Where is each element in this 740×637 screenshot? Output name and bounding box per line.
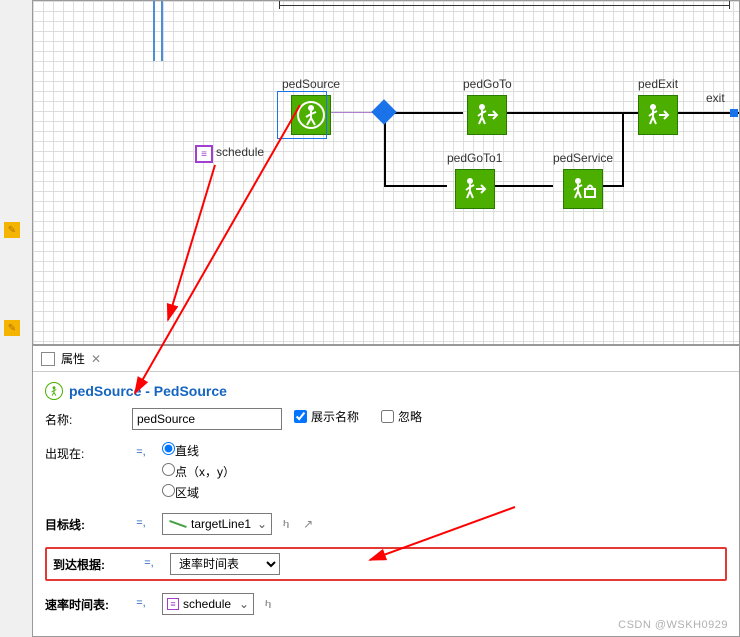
top-line — [279, 5, 729, 6]
connector — [384, 185, 447, 187]
eq-button[interactable]: =, — [132, 593, 150, 613]
close-tab-icon[interactable]: ✕ — [91, 352, 101, 366]
radio-appear-area[interactable] — [162, 484, 175, 497]
connector — [622, 113, 624, 187]
pedservice-icon — [563, 169, 603, 209]
pedsource-title-icon — [45, 382, 63, 400]
node-pedgoto1[interactable]: pedGoTo1 — [447, 151, 502, 209]
node-pedexit[interactable]: pedExit — [638, 77, 678, 135]
pedgoto-icon — [467, 95, 507, 135]
connector — [503, 112, 638, 114]
eq-button[interactable]: =, — [132, 442, 150, 462]
row-rate: 速率时间表: =, ≡ schedule ⌄ ካ — [45, 593, 727, 615]
label-ignore: 忽略 — [398, 408, 422, 425]
properties-tab-label[interactable]: 属性 — [61, 350, 85, 367]
pedsource-icon — [291, 95, 331, 135]
pick-icon[interactable]: ካ — [278, 516, 294, 532]
node-pedsource[interactable]: pedSource — [282, 77, 340, 135]
eq-button[interactable]: =, — [132, 513, 150, 533]
row-appear: 出现在: =, 直线 点（x，y） 区域 — [45, 442, 727, 501]
select-target-text: targetLine1 — [191, 517, 251, 531]
properties-title-row: pedSource - PedSource — [33, 372, 739, 408]
node-label: pedExit — [638, 77, 678, 91]
properties-title: pedSource - PedSource — [69, 383, 227, 399]
guide-line — [153, 1, 155, 61]
node-label: pedGoTo — [463, 77, 512, 91]
label-appear: 出现在: — [45, 442, 120, 462]
schedule-mini-icon: ≡ — [167, 598, 179, 610]
guide-line — [161, 1, 163, 61]
radio-appear-point[interactable] — [162, 463, 175, 476]
checkbox-show-name[interactable] — [294, 410, 307, 423]
radio-label-area: 区域 — [175, 486, 199, 500]
node-label: pedSource — [282, 77, 340, 91]
label-arrival: 到达根据: — [53, 553, 128, 573]
connector — [384, 121, 386, 186]
pick-icon[interactable]: ካ — [260, 596, 276, 612]
line-icon — [169, 520, 187, 528]
exit-port — [730, 109, 738, 117]
schedule-label: schedule — [216, 145, 264, 159]
pedgoto1-icon — [455, 169, 495, 209]
pedexit-icon — [638, 95, 678, 135]
top-tick — [279, 1, 280, 9]
label-name: 名称: — [45, 408, 120, 428]
properties-tab-icon — [41, 352, 55, 366]
label-target: 目标线: — [45, 513, 120, 533]
select-arrival[interactable]: 速率时间表 — [170, 553, 280, 575]
radio-appear-line[interactable] — [162, 442, 175, 455]
properties-panel: 属性 ✕ pedSource - PedSource 名称: 展示名称 忽略 出… — [32, 345, 740, 637]
toolbar-icon-2[interactable]: ✎ — [4, 320, 20, 336]
highlight-arrival: 到达根据: =, 速率时间表 — [45, 547, 727, 581]
node-label: pedGoTo1 — [447, 151, 502, 165]
radio-label-point: 点（x，y） — [175, 465, 235, 479]
dropdown-chevron-icon[interactable]: ⌄ — [253, 517, 267, 531]
connector — [391, 112, 463, 114]
node-pedservice[interactable]: pedService — [553, 151, 613, 209]
toolbar-icon-1[interactable]: ✎ — [4, 222, 20, 238]
schedule-icon[interactable]: ≡ — [195, 145, 213, 163]
goto-icon[interactable]: ↗ — [300, 516, 316, 532]
checkbox-ignore[interactable] — [381, 410, 394, 423]
radio-label-line: 直线 — [175, 444, 199, 458]
row-target: 目标线: =, targetLine1 ⌄ ካ ↗ — [45, 513, 727, 535]
top-tick — [729, 1, 730, 9]
dropdown-chevron-icon[interactable]: ⌄ — [235, 597, 249, 611]
node-label: pedService — [553, 151, 613, 165]
row-name: 名称: 展示名称 忽略 — [45, 408, 727, 430]
node-pedgoto[interactable]: pedGoTo — [463, 77, 512, 135]
watermark: CSDN @WSKH0929 — [618, 619, 728, 631]
eq-button[interactable]: =, — [140, 553, 158, 573]
input-name[interactable] — [132, 408, 282, 430]
grid-background — [33, 1, 739, 344]
exit-label: exit — [706, 91, 725, 105]
label-rate: 速率时间表: — [45, 593, 120, 613]
properties-tabbar: 属性 ✕ — [33, 346, 739, 372]
label-show-name: 展示名称 — [311, 408, 359, 425]
canvas[interactable]: pedSource pedGoTo pedExit exit pedGoTo1 … — [32, 0, 740, 345]
select-rate-text: schedule — [183, 597, 231, 611]
